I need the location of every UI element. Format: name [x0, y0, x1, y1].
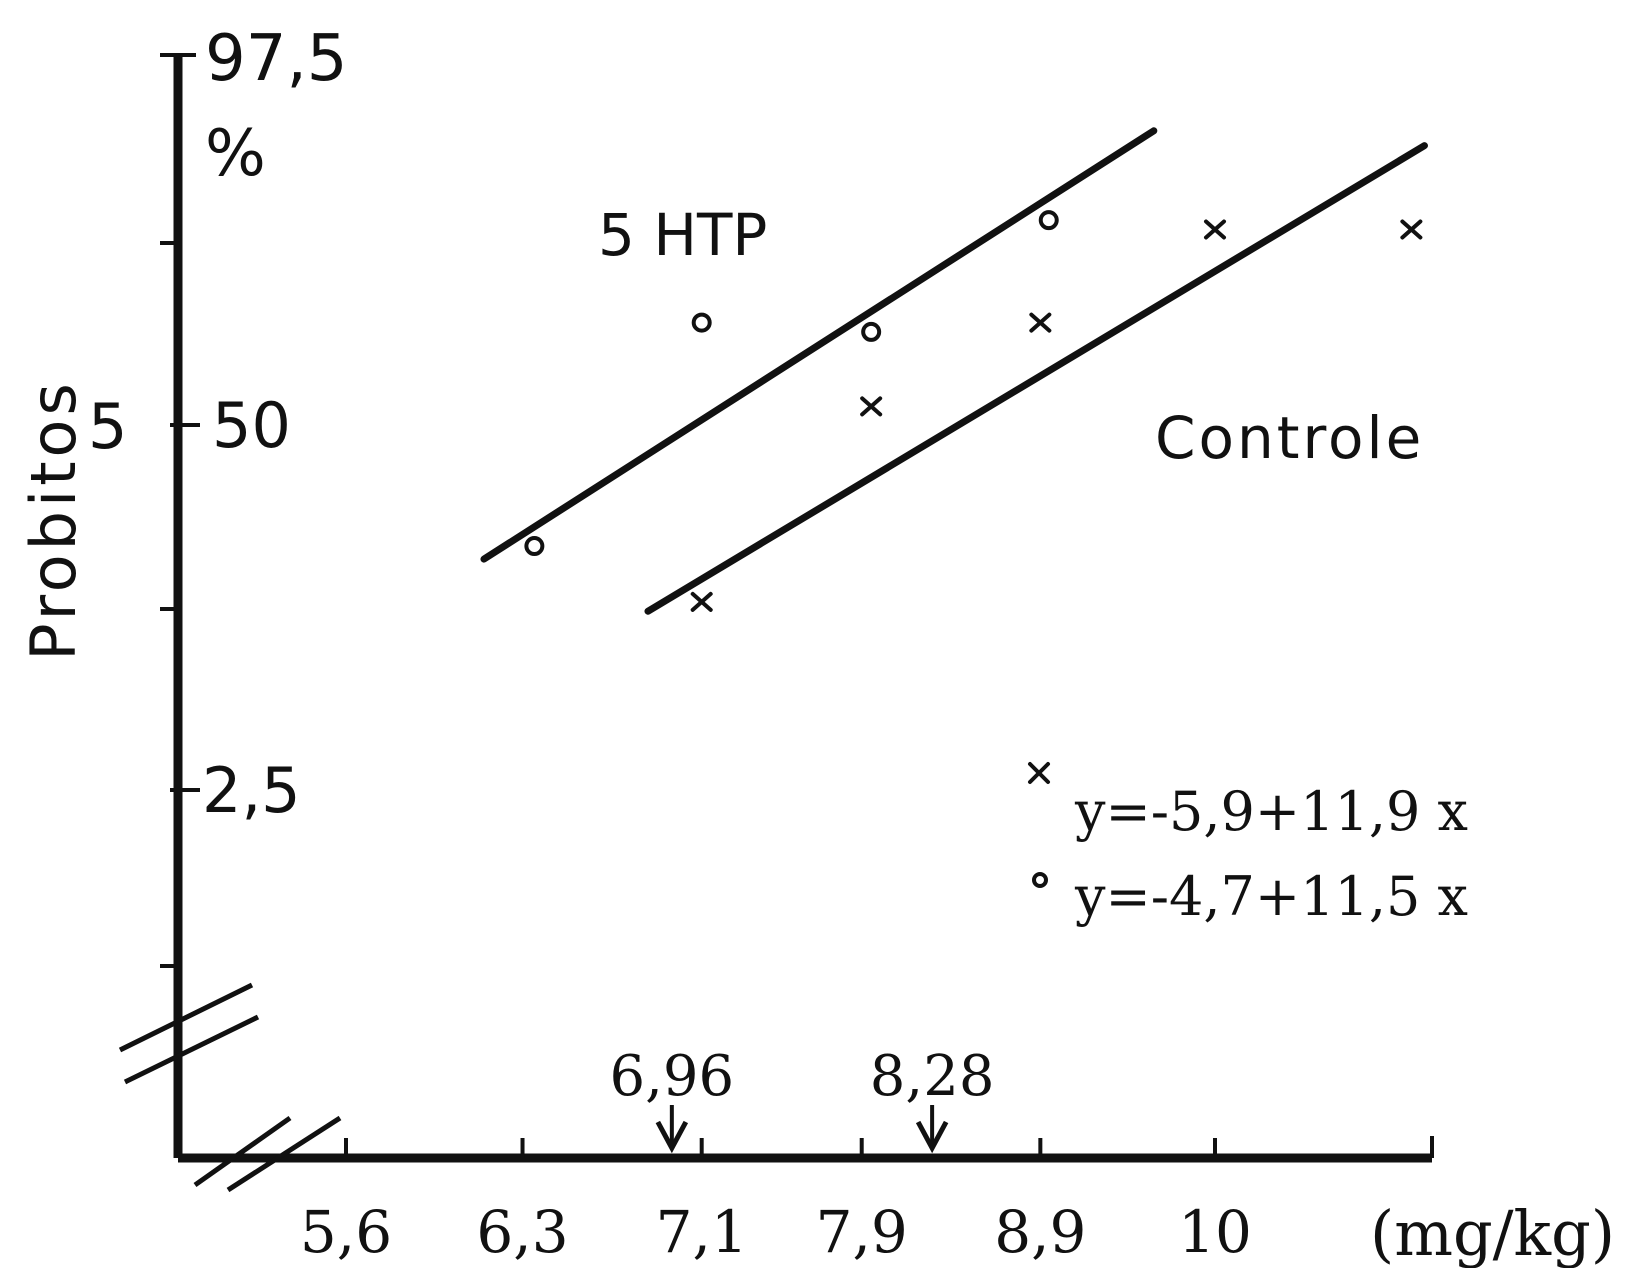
x-break-mark	[193, 1115, 292, 1188]
y-tick-label-50: 50	[212, 389, 291, 462]
y-tick-label-2-5: 2,5	[202, 754, 301, 827]
annotation-label: 8,28	[870, 1044, 995, 1109]
equation-5htp: y=-4,7+11,5 x	[1074, 865, 1468, 928]
legend-x-marker	[1028, 762, 1050, 784]
y-percent-unit: %	[205, 117, 266, 191]
point-5htp	[1038, 210, 1059, 231]
x-ticks: 5,6 6,3 7,1 7,9 8,9 10	[300, 1136, 1434, 1266]
annotation-arrow-head	[915, 1120, 949, 1154]
legend-circle-marker	[1032, 872, 1048, 888]
series-label-controle: Controle	[1155, 404, 1424, 472]
annotation-arrow-head	[655, 1120, 689, 1154]
x-tick-label: 6,3	[476, 1198, 568, 1266]
point-controle	[1400, 219, 1423, 240]
regression-lines	[480, 127, 1428, 615]
y-probit-5: 5	[88, 390, 127, 463]
point-controle	[1204, 219, 1226, 240]
x-tick-label: 5,6	[300, 1198, 392, 1266]
point-5htp	[524, 536, 545, 557]
annotation-label: 6,96	[610, 1044, 735, 1109]
point-controle	[860, 396, 883, 417]
equation-controle: y=-5,9+11,9 x	[1074, 780, 1468, 843]
point-controle	[690, 591, 713, 612]
data-points	[524, 210, 1423, 612]
x-tick-label: 7,1	[656, 1198, 748, 1266]
y-tick-label-97-5: 97,5	[205, 22, 348, 96]
fit-line-controle	[644, 142, 1428, 615]
y-break-mark	[123, 1014, 260, 1085]
series-label-5htp: 5 HTP	[598, 201, 767, 269]
point-5htp	[861, 321, 882, 342]
point-5htp	[691, 312, 712, 333]
x-tick-label: 8,9	[994, 1198, 1086, 1266]
x-annotations: 6,96 8,28	[610, 1044, 995, 1154]
x-axis-unit: (mg/kg)	[1370, 1197, 1615, 1268]
y-break-mark	[118, 982, 254, 1053]
x-tick-label: 7,9	[816, 1198, 908, 1266]
y-axis-label: Probitos	[17, 379, 90, 660]
x-break-mark	[226, 1115, 342, 1193]
point-controle	[1029, 312, 1052, 333]
x-tick-label: 10	[1178, 1198, 1252, 1266]
fit-line-5-htp	[480, 127, 1158, 563]
